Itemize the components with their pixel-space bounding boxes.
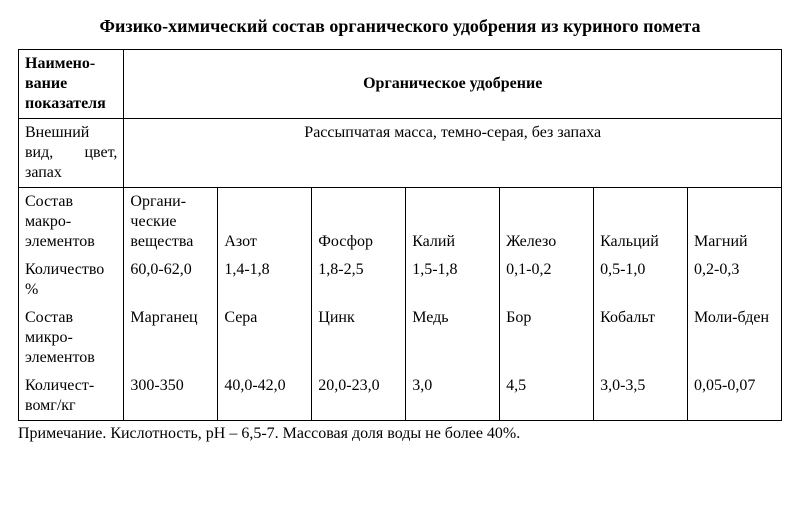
micro-qty-label: Количест-вомг/кг bbox=[19, 372, 124, 421]
macro-value-6: 0,2-0,3 bbox=[688, 256, 782, 304]
page-title: Физико-химический состав органического у… bbox=[18, 16, 782, 37]
macro-name-3: Калий bbox=[406, 188, 500, 257]
micro-value-4: 4,5 bbox=[500, 372, 594, 421]
macro-value-1: 1,4-1,8 bbox=[218, 256, 312, 304]
appearance-label-text: Внешний вид, цвет, запах bbox=[25, 123, 117, 183]
micro-value-6: 0,05-0,07 bbox=[688, 372, 782, 421]
micro-value-5: 3,0-3,5 bbox=[594, 372, 688, 421]
header-product: Органическое удобрение bbox=[124, 50, 782, 119]
micro-name-3: Медь bbox=[406, 304, 500, 372]
micro-name-4: Бор bbox=[500, 304, 594, 372]
macro-value-5: 0,5-1,0 bbox=[594, 256, 688, 304]
composition-table: Наимено-вание показателя Органическое уд… bbox=[18, 49, 782, 421]
micro-name-5: Кобальт bbox=[594, 304, 688, 372]
header-param: Наимено-вание показателя bbox=[19, 50, 124, 119]
appearance-value: Рассыпчатая масса, темно-серая, без запа… bbox=[124, 119, 782, 188]
macro-name-6: Магний bbox=[688, 188, 782, 257]
macro-values-row: Количество % 60,0-62,0 1,4-1,8 1,8-2,5 1… bbox=[19, 256, 782, 304]
appearance-row: Внешний вид, цвет, запах Рассыпчатая мас… bbox=[19, 119, 782, 188]
micro-values-row: Количест-вомг/кг 300-350 40,0-42,0 20,0-… bbox=[19, 372, 782, 421]
micro-name-2: Цинк bbox=[312, 304, 406, 372]
macro-names-row: Состав макро-элементов Органи-ческие вещ… bbox=[19, 188, 782, 257]
micro-row-label: Состав микро-элементов bbox=[19, 304, 124, 372]
macro-value-3: 1,5-1,8 bbox=[406, 256, 500, 304]
micro-name-1: Сера bbox=[218, 304, 312, 372]
macro-name-0: Органи-ческие вещества bbox=[124, 188, 218, 257]
macro-row-label: Состав макро-элементов bbox=[19, 188, 124, 257]
macro-value-2: 1,8-2,5 bbox=[312, 256, 406, 304]
macro-name-2: Фосфор bbox=[312, 188, 406, 257]
table-header-row: Наимено-вание показателя Органическое уд… bbox=[19, 50, 782, 119]
micro-names-row: Состав микро-элементов Марганец Сера Цин… bbox=[19, 304, 782, 372]
micro-value-0: 300-350 bbox=[124, 372, 218, 421]
micro-name-0: Марганец bbox=[124, 304, 218, 372]
macro-name-1: Азот bbox=[218, 188, 312, 257]
micro-value-1: 40,0-42,0 bbox=[218, 372, 312, 421]
macro-value-0: 60,0-62,0 bbox=[124, 256, 218, 304]
micro-value-3: 3,0 bbox=[406, 372, 500, 421]
macro-name-4: Железо bbox=[500, 188, 594, 257]
appearance-label: Внешний вид, цвет, запах bbox=[19, 119, 124, 188]
macro-value-4: 0,1-0,2 bbox=[500, 256, 594, 304]
micro-name-6: Моли-бден bbox=[688, 304, 782, 372]
macro-name-5: Кальций bbox=[594, 188, 688, 257]
micro-value-2: 20,0-23,0 bbox=[312, 372, 406, 421]
footnote: Примечание. Кислотность, pH – 6,5-7. Мас… bbox=[18, 425, 782, 443]
macro-qty-label: Количество % bbox=[19, 256, 124, 304]
